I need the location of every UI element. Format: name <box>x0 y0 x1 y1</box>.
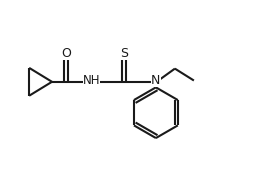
Text: NH: NH <box>82 74 100 87</box>
Text: S: S <box>120 47 128 60</box>
Text: O: O <box>61 47 71 60</box>
Text: N: N <box>151 74 161 87</box>
